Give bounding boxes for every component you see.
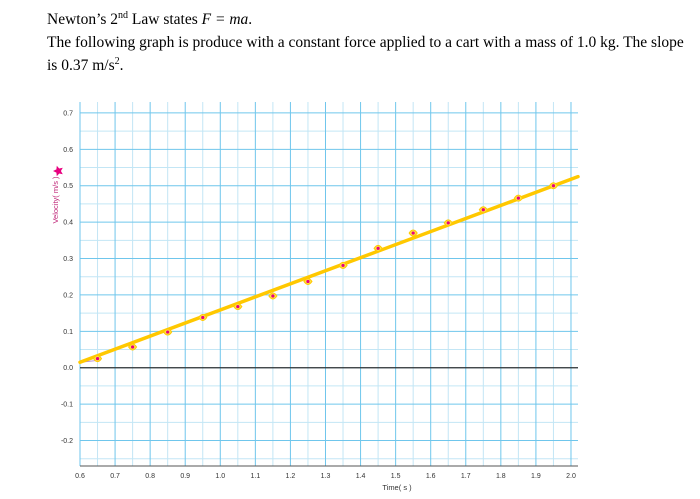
y-tick-label: 0.0 [63, 365, 73, 372]
x-tick-label: 1.9 [531, 473, 541, 480]
description-text: The following graph is produce with a co… [47, 34, 684, 75]
y-tick-label: 0.3 [63, 256, 73, 263]
data-point [481, 208, 485, 212]
data-point [376, 246, 380, 250]
data-point [201, 315, 205, 320]
newtons-law-statement: Newton’s 2nd Law states F = ma. [47, 6, 252, 29]
x-tick-label: 0.8 [145, 473, 155, 480]
data-point [446, 221, 450, 225]
description-period: . [119, 57, 124, 75]
y-axis-title: Velocity( m/s ) [51, 176, 60, 224]
statement-period: . [248, 11, 253, 29]
x-tick-label: 1.3 [321, 473, 331, 480]
x-tick-label: 2.0 [566, 473, 576, 480]
data-point [131, 345, 135, 349]
x-tick-label: 1.1 [250, 473, 260, 480]
x-tick-label: 1.7 [461, 473, 471, 480]
law-prefix: Newton’s 2 [47, 11, 119, 29]
y-tick-label: -0.1 [61, 402, 73, 409]
x-tick-label: 0.9 [180, 473, 190, 480]
data-point [551, 184, 556, 188]
law-suffix: Law states [128, 11, 202, 29]
data-point [271, 294, 275, 298]
law-superscript: nd [118, 10, 129, 21]
y-tick-label: 0.6 [63, 147, 73, 154]
series-marker-icon [53, 165, 63, 177]
data-point [411, 231, 415, 235]
y-tick-label: -0.2 [61, 438, 73, 445]
graph-description: The following graph is produce with a co… [47, 33, 687, 75]
data-point [306, 279, 310, 284]
x-tick-label: 0.6 [75, 473, 85, 480]
x-tick-label: 1.0 [215, 473, 225, 480]
x-axis-title: Time( s ) [382, 483, 412, 492]
x-tick-label: 0.7 [110, 473, 120, 480]
y-tick-label: 0.2 [63, 292, 73, 299]
data-point [95, 357, 100, 361]
equation: F = ma [201, 11, 249, 29]
x-tick-label: 1.8 [496, 473, 506, 480]
x-tick-label: 1.5 [391, 473, 401, 480]
y-tick-label: 0.1 [63, 329, 73, 336]
plot-area [80, 102, 578, 466]
y-tick-label: 0.5 [63, 183, 73, 190]
units-superscript: 2 [114, 56, 120, 67]
data-point [341, 263, 345, 268]
data-point [236, 304, 240, 309]
x-tick-label: 1.4 [356, 473, 366, 480]
fit-line [78, 174, 580, 365]
y-tick-label: 0.7 [63, 110, 73, 117]
data-point [166, 330, 170, 334]
x-tick-label: 1.6 [426, 473, 436, 480]
y-tick-label: 0.4 [63, 220, 73, 227]
data-point [516, 196, 520, 200]
x-tick-label: 1.2 [286, 473, 296, 480]
